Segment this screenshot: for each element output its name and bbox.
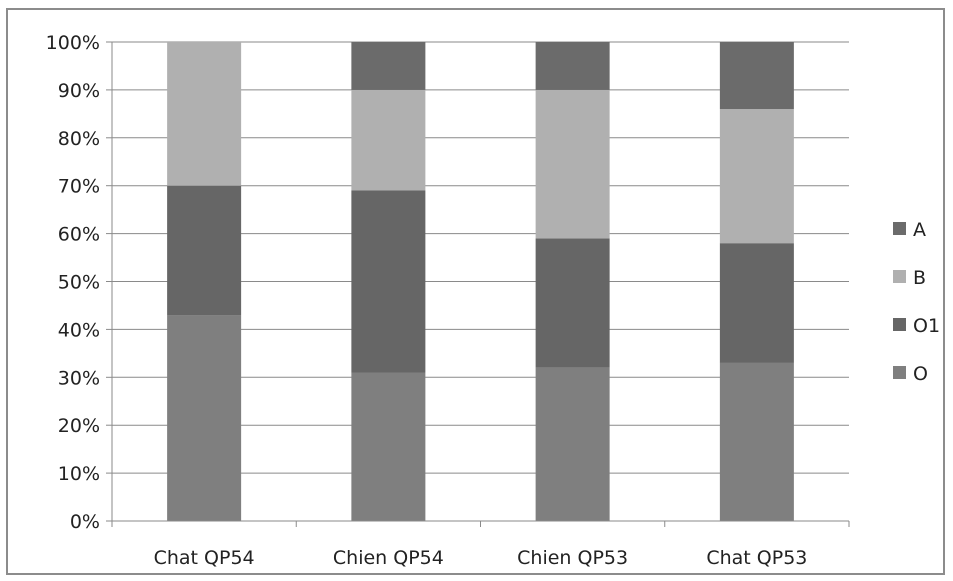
x-tick-label: Chien QP54 bbox=[333, 547, 444, 569]
y-tick-label: 50% bbox=[58, 272, 100, 294]
legend-swatch-o1 bbox=[893, 318, 906, 331]
legend: A B O1 O bbox=[893, 219, 940, 385]
bar-segment-o-2 bbox=[351, 372, 426, 521]
bar-segment-b-1 bbox=[167, 42, 242, 186]
legend-swatch-a bbox=[893, 222, 906, 235]
y-tick-label: 100% bbox=[46, 32, 100, 54]
legend-label-o1: O1 bbox=[913, 315, 940, 337]
x-axis-tick-labels: Chat QP54 Chien QP54 Chien QP53 Chat QP53 bbox=[154, 547, 808, 569]
bar-segment-o-1 bbox=[167, 315, 242, 521]
y-tick-label: 70% bbox=[58, 176, 100, 198]
bar-segment-a-2 bbox=[351, 42, 426, 90]
bar-segment-b-3 bbox=[535, 89, 610, 239]
bar-segment-b-4 bbox=[719, 109, 794, 244]
bar-segment-a-3 bbox=[535, 42, 610, 90]
y-tick-label: 20% bbox=[58, 415, 100, 437]
bar-segment-o-4 bbox=[719, 362, 794, 521]
y-tick-label: 30% bbox=[58, 367, 100, 389]
legend-swatch-b bbox=[893, 270, 906, 283]
bar-segment-o1-3 bbox=[535, 238, 610, 368]
legend-label-b: B bbox=[913, 267, 926, 289]
bar-segment-o1-2 bbox=[351, 190, 426, 373]
legend-swatch-o bbox=[893, 366, 906, 379]
legend-label-o: O bbox=[913, 363, 928, 385]
x-tick-label: Chien QP53 bbox=[517, 547, 628, 569]
y-tick-label: 90% bbox=[58, 80, 100, 102]
y-tick-label: 60% bbox=[58, 224, 100, 246]
y-tick-label: 10% bbox=[58, 463, 100, 485]
y-axis-tick-labels: 0% 10% 20% 30% 40% 50% 60% 70% 80% 90% 100% bbox=[46, 32, 100, 533]
bar-segment-o-3 bbox=[535, 367, 610, 521]
bar-segment-o1-1 bbox=[167, 185, 242, 316]
axes bbox=[106, 41, 850, 527]
x-tick-label: Chat QP53 bbox=[706, 547, 807, 569]
bar-segment-a-4 bbox=[719, 42, 794, 110]
y-tick-label: 80% bbox=[58, 128, 100, 150]
y-tick-label: 0% bbox=[70, 511, 100, 533]
y-tick-label: 40% bbox=[58, 319, 100, 341]
bars bbox=[167, 42, 794, 521]
bar-segment-o1-4 bbox=[719, 243, 794, 363]
x-tick-label: Chat QP54 bbox=[154, 547, 255, 569]
legend-label-a: A bbox=[913, 219, 926, 241]
bar-segment-b-2 bbox=[351, 89, 426, 191]
